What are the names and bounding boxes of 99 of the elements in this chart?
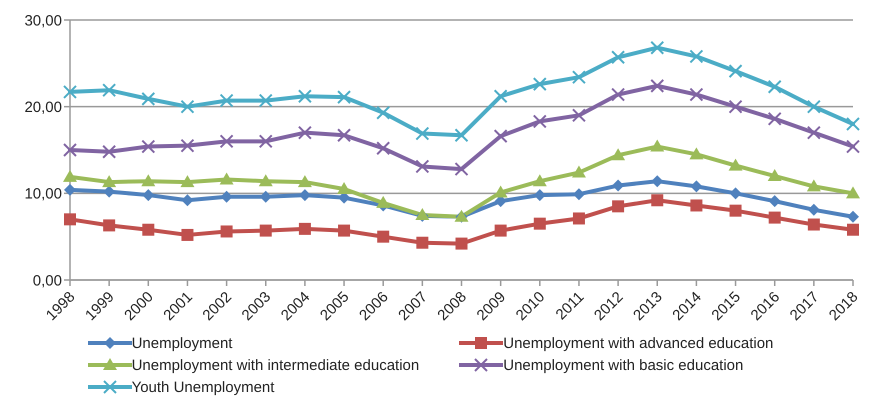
point: [376, 141, 390, 156]
point: [220, 172, 234, 184]
point: [846, 186, 860, 198]
point: [180, 138, 194, 153]
point: [768, 80, 782, 94]
legend-label: Unemployment: [132, 334, 232, 352]
point: [690, 180, 702, 192]
point: [337, 128, 352, 142]
point: [728, 100, 743, 114]
point: [650, 40, 664, 55]
y-tick-label: 30,00: [24, 12, 62, 30]
point: [102, 175, 116, 188]
legend-label: Youth Unemployment: [132, 378, 274, 396]
point: [456, 238, 468, 250]
point: [260, 224, 272, 237]
point: [258, 94, 273, 108]
point: [730, 187, 742, 200]
point: [258, 174, 273, 186]
point: [847, 210, 859, 223]
point: [376, 196, 390, 208]
point: [415, 126, 430, 141]
point: [103, 219, 116, 232]
point: [730, 204, 742, 217]
point: [611, 88, 626, 102]
point: [102, 144, 116, 159]
point: [298, 126, 312, 140]
point: [806, 179, 821, 192]
point: [180, 100, 194, 114]
point: [454, 162, 468, 176]
point: [728, 64, 743, 78]
point: [454, 128, 468, 142]
point: [611, 148, 626, 160]
point: [338, 224, 350, 237]
point: [494, 89, 508, 104]
point: [532, 77, 547, 92]
point: [181, 228, 194, 241]
y-tick-label: 10,00: [24, 186, 62, 203]
point: [846, 117, 860, 131]
point: [806, 100, 821, 114]
point: [572, 166, 586, 178]
point: [376, 106, 390, 120]
point: [63, 84, 77, 99]
point: [572, 70, 586, 84]
point: [63, 170, 77, 182]
point: [220, 225, 233, 238]
point: [337, 182, 352, 194]
point: [415, 159, 430, 174]
point: [141, 140, 156, 154]
point: [768, 195, 781, 208]
point: [768, 112, 782, 126]
y-tick-label: 20,00: [24, 98, 62, 116]
point: [846, 140, 860, 154]
point: [534, 218, 546, 230]
point: [64, 184, 76, 196]
point: [258, 134, 273, 148]
point: [612, 200, 624, 212]
point: [689, 147, 704, 160]
point: [690, 199, 702, 212]
y-tick-label: 0,00: [32, 272, 62, 290]
point: [651, 175, 664, 188]
point: [102, 83, 116, 98]
legend-label: Unemployment with advanced education: [503, 334, 774, 352]
point: [142, 189, 154, 202]
point: [337, 90, 352, 104]
point: [64, 213, 76, 226]
point: [728, 158, 743, 171]
point: [142, 224, 154, 236]
point: [63, 143, 77, 157]
point: [650, 140, 664, 152]
point: [532, 174, 547, 186]
point: [650, 78, 664, 93]
point: [808, 204, 820, 216]
point: [611, 50, 626, 64]
point: [651, 194, 664, 206]
point: [494, 224, 507, 237]
point: [689, 49, 704, 64]
point: [768, 212, 781, 224]
point: [220, 94, 234, 108]
point: [808, 218, 820, 231]
point: [806, 126, 821, 140]
point: [416, 236, 428, 249]
point: [377, 230, 390, 243]
point: [689, 88, 704, 102]
point: [572, 212, 585, 224]
point: [494, 129, 508, 144]
point: [298, 175, 312, 188]
point: [298, 222, 311, 235]
legend-label: Unemployment with intermediate education: [132, 356, 420, 374]
point: [141, 92, 156, 106]
point: [847, 224, 859, 236]
point: [532, 114, 547, 128]
legend-label: Unemployment with basic education: [503, 356, 744, 374]
point: [768, 169, 782, 181]
point: [572, 108, 586, 122]
point: [298, 89, 312, 104]
point: [141, 174, 156, 186]
point: [220, 134, 234, 148]
point: [180, 175, 194, 188]
point: [181, 194, 194, 206]
